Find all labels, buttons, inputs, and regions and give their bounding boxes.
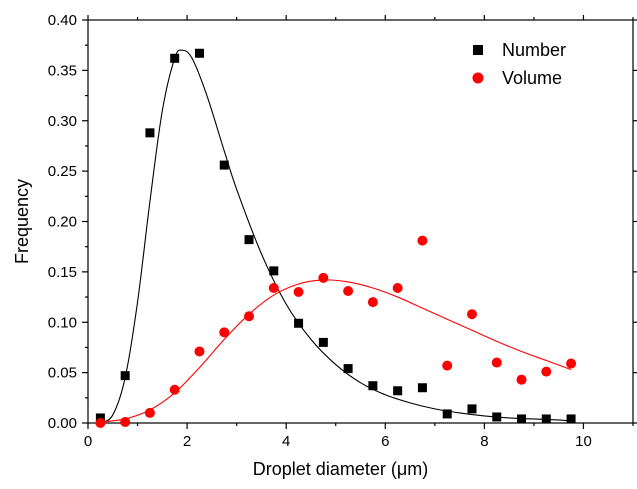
legend-marker-number [473,45,483,55]
data-point-volume [144,407,155,418]
legend-marker-volume [472,72,484,84]
x-tick-label: 0 [84,433,92,450]
x-tick-label: 2 [183,433,191,450]
y-tick-label: 0.10 [48,314,77,331]
legend: Number Volume [472,40,566,88]
data-point-volume [417,235,428,246]
x-tick-label: 4 [282,433,290,450]
data-point-number [517,414,527,424]
data-point-volume [169,384,180,395]
x-tick-label: 8 [480,433,488,450]
data-point-volume [219,327,230,338]
data-points [95,48,577,428]
data-point-volume [566,358,577,369]
fit-curve-volume [100,279,572,423]
data-point-number [467,404,477,414]
y-axis-ticks: 0.00 0.05 0.10 0.15 0.20 0.25 0.30 0.35 0.40 [48,12,637,432]
data-point-number [145,128,155,138]
data-point-number [170,53,180,63]
data-point-volume [442,360,453,371]
x-axis-ticks: 0 2 4 6 8 10 [84,15,634,450]
data-point-volume [268,282,279,293]
data-point-volume [194,346,205,357]
y-tick-label: 0.20 [48,214,77,231]
data-point-volume [343,286,354,297]
legend-label-volume: Volume [502,68,562,88]
data-point-number [120,371,130,381]
data-point-volume [466,309,477,320]
data-point-volume [318,272,329,283]
legend-label-number: Number [502,40,566,60]
y-tick-label: 0.35 [48,62,77,79]
data-point-number [194,48,204,58]
data-point-volume [120,416,131,427]
data-point-volume [392,282,403,293]
y-tick-label: 0.00 [48,415,77,432]
data-point-number [269,266,279,276]
data-point-number [417,383,427,393]
y-axis-title: Frequency [12,179,32,264]
y-tick-label: 0.05 [48,365,77,382]
data-point-number [244,235,254,245]
data-point-volume [293,287,304,298]
y-tick-label: 0.15 [48,264,77,281]
data-point-number [219,160,229,170]
x-tick-label: 6 [381,433,389,450]
x-tick-label: 10 [575,433,592,450]
fit-curve-number [100,49,572,424]
y-tick-label: 0.30 [48,113,77,130]
data-point-number [541,414,551,424]
data-point-number [343,364,353,374]
data-point-number [294,318,304,328]
data-point-number [442,409,452,419]
data-point-number [95,413,105,423]
y-tick-label: 0.25 [48,163,77,180]
x-axis-title: Droplet diameter (μm) [253,459,428,479]
data-point-number [368,381,378,391]
data-point-number [566,414,576,424]
data-point-volume [491,357,502,368]
data-point-number [492,412,502,422]
data-point-number [393,386,403,396]
y-tick-label: 0.40 [48,12,77,29]
data-point-volume [367,297,378,308]
fit-curves [100,49,572,424]
data-point-volume [95,418,106,428]
data-point-volume [244,311,255,322]
data-point-number [318,337,328,347]
data-point-volume [541,366,552,377]
data-point-volume [516,374,527,385]
